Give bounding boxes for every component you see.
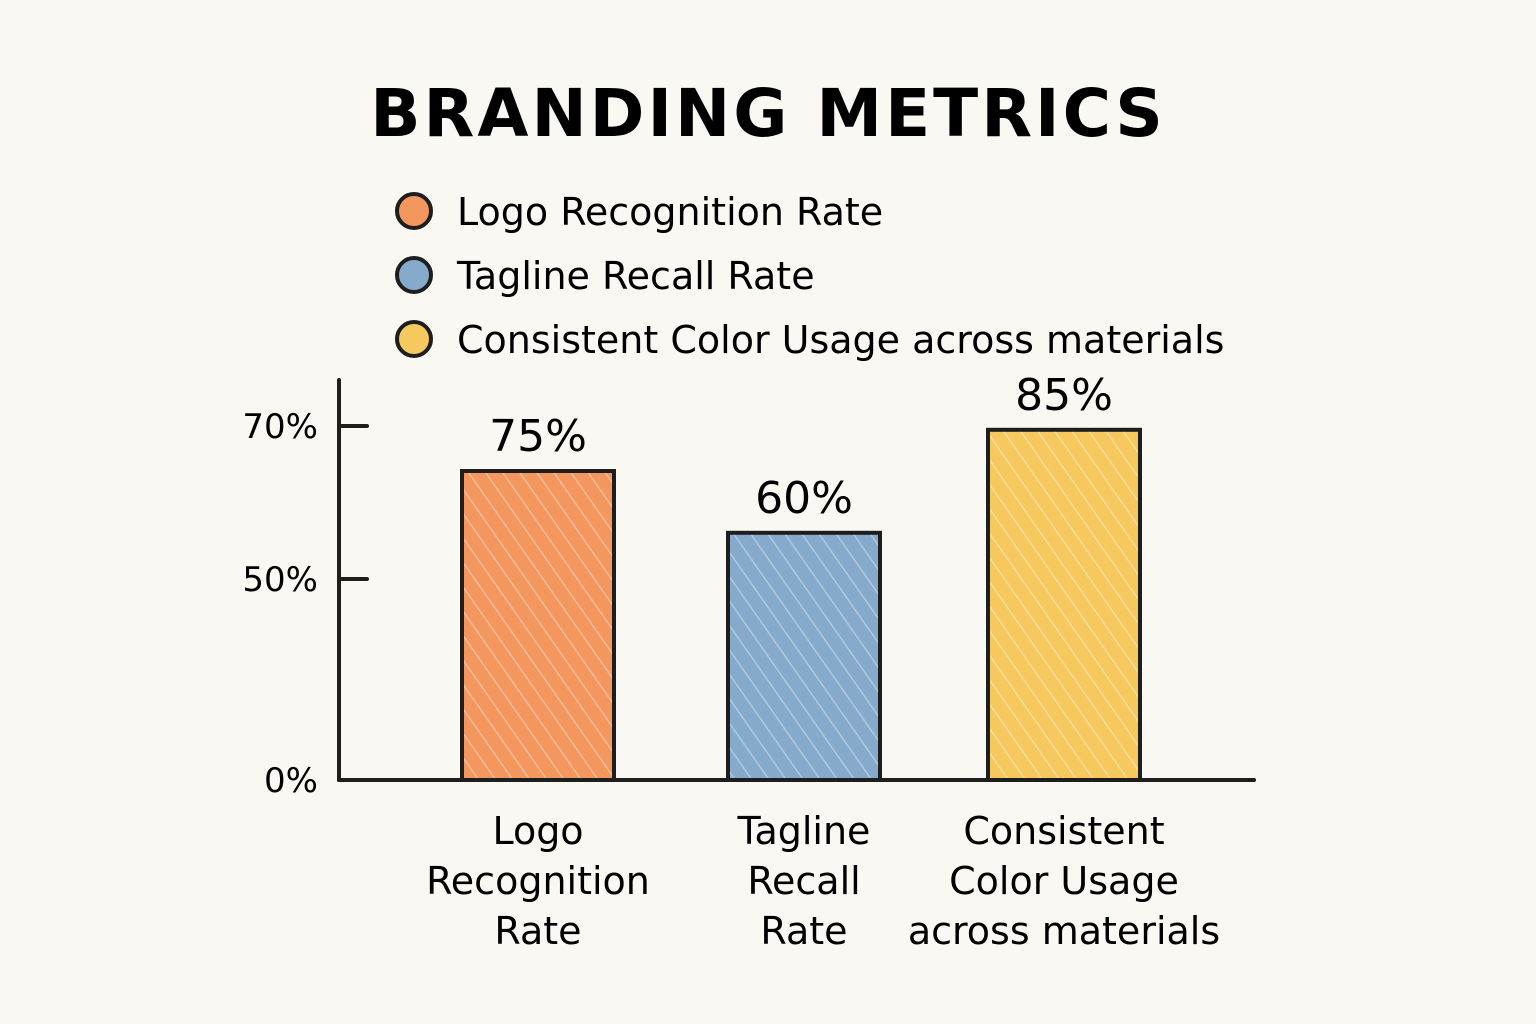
legend-swatch [395,320,433,358]
x-category-label: Rate [494,909,581,953]
bar-value-label: 60% [755,473,853,524]
bars: 75% 60% 85% [460,370,1142,782]
x-category-label: Recall [747,859,860,903]
bar-hatching [730,534,878,778]
x-category-label: across materials [908,909,1220,953]
legend-label: Logo Recognition Rate [457,190,883,234]
bar-value-label: 85% [1015,370,1113,421]
x-category-label: Logo [492,809,583,853]
y-tick-label: 70% [242,407,318,447]
category-labels: Logo Recognition Rate Tagline Recall Rate Cons… [426,809,1220,953]
x-category-label: Rate [760,909,847,953]
legend-swatch [395,256,433,294]
x-category-label: Consistent [963,809,1164,853]
legend: Logo Recognition Rate Tagline Recall Rate… [395,190,1224,362]
legend-swatch [395,192,433,230]
legend-label: Consistent Color Usage across materials [457,318,1224,362]
bar-value-label: 75% [489,411,587,462]
legend-label: Tagline Recall Rate [456,254,815,298]
x-category-label: Color Usage [949,859,1179,903]
bar-hatching [990,431,1138,778]
x-category-label: Tagline [737,809,871,853]
x-category-label: Recognition [426,859,650,903]
bar-hatching [464,473,612,778]
y-tick-label: 50% [242,560,318,600]
chart-title: BRANDING METRICS [370,75,1166,152]
y-tick-label: 0% [264,761,318,801]
